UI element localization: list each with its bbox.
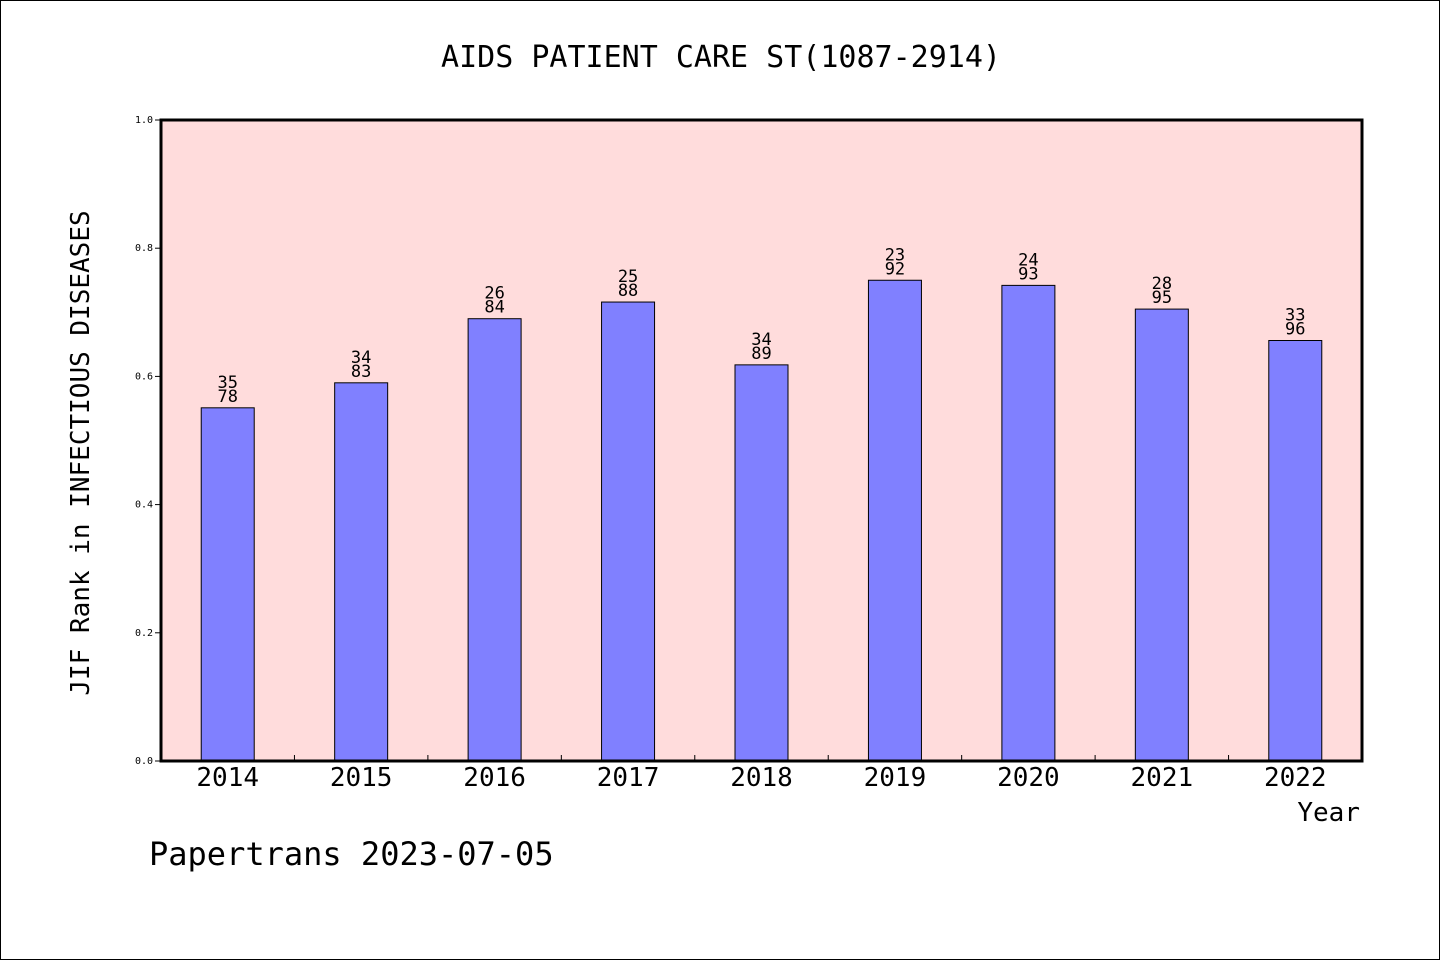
bar-2022	[1268, 340, 1323, 762]
x-tick-label-2021: 2021	[1131, 763, 1194, 793]
bar-label-total-2017: 88	[618, 281, 638, 301]
x-tick-label-2020: 2020	[997, 763, 1060, 793]
bar-label-total-2019: 92	[885, 259, 905, 279]
bar-2014	[200, 407, 255, 762]
bar-2021	[1134, 308, 1189, 762]
y-tick-label: 1.0	[135, 115, 153, 126]
x-tick-label-2022: 2022	[1264, 763, 1327, 793]
bar-label-rank-2022: 33	[1285, 306, 1305, 326]
x-tick-label-2017: 2017	[597, 763, 660, 793]
bar-2018	[734, 364, 789, 762]
bar-2019	[867, 279, 922, 762]
footer-text: Papertrans 2023-07-05	[149, 835, 554, 873]
bar-2015	[334, 382, 389, 762]
bar-2016	[467, 318, 522, 762]
bar-label-total-2015: 83	[351, 362, 371, 382]
bar-label-total-2016: 84	[484, 298, 504, 318]
bar-label-total-2022: 96	[1285, 320, 1305, 340]
x-tick-label-2016: 2016	[463, 763, 526, 793]
bar-label-rank-2014: 35	[217, 373, 237, 393]
y-tick-label: 0.0	[135, 756, 153, 767]
y-axis: 0.0 0.2 0.4 0.6 0.8 1.0	[135, 115, 161, 767]
bar-label-rank-2018: 34	[751, 330, 771, 350]
x-axis: 2014 2015 2016 2017 2018 2019 2020 2021 2022	[196, 755, 1327, 793]
y-tick-label: 0.6	[135, 371, 153, 382]
x-axis-label: Year	[1297, 798, 1360, 828]
bar-2020	[1001, 284, 1056, 762]
bars-group	[200, 279, 1323, 762]
bar-label-total-2021: 95	[1152, 288, 1172, 308]
bar-label-rank-2015: 34	[351, 348, 371, 368]
bar-label-rank-2020: 24	[1018, 250, 1038, 270]
bar-label-rank-2019: 23	[885, 245, 905, 265]
y-tick-label: 0.8	[135, 243, 153, 254]
x-tick-label-2019: 2019	[864, 763, 927, 793]
plot-border	[159, 118, 1364, 763]
bar-label-rank-2021: 28	[1152, 274, 1172, 294]
x-tick-label-2018: 2018	[730, 763, 793, 793]
bar-label-total-2014: 78	[217, 387, 237, 407]
x-tick-label-2015: 2015	[330, 763, 393, 793]
y-tick-label: 0.2	[135, 628, 153, 639]
bar-label-rank-2016: 26	[484, 284, 504, 304]
bar-label-rank-2017: 25	[618, 267, 638, 287]
x-tick-label-2014: 2014	[196, 763, 259, 793]
y-axis-label: JIF Rank in INFECTIOUS DISEASES	[66, 210, 96, 695]
y-tick-label: 0.4	[135, 500, 153, 511]
bar-label-total-2018: 89	[751, 344, 771, 364]
chart-title: AIDS PATIENT CARE ST(1087-2914)	[441, 40, 1001, 75]
bar-2017	[601, 301, 656, 762]
bar-label-total-2020: 93	[1018, 264, 1038, 284]
